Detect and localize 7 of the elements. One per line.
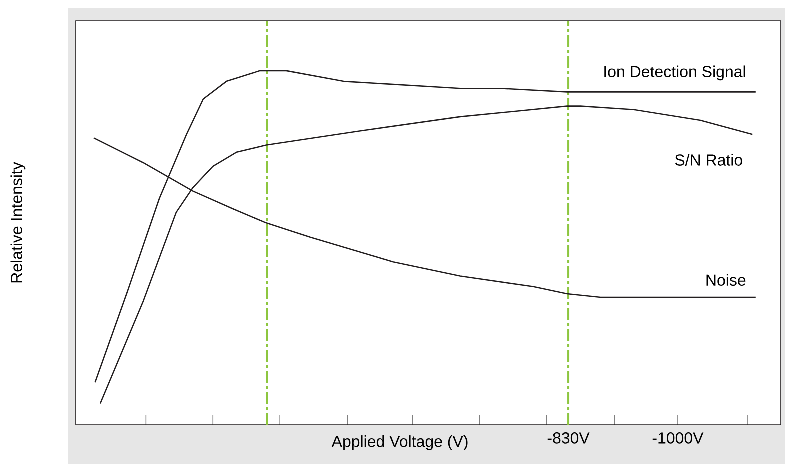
series-label: Noise — [706, 274, 746, 286]
y-axis-title: Relative Intensity — [10, 162, 26, 283]
x-tick-label: -830V — [548, 432, 590, 444]
x-axis-title: Applied Voltage (V) — [332, 436, 468, 450]
x-tick-label: -1000V — [652, 432, 704, 444]
series-label: S/N Ratio — [675, 154, 742, 166]
series-label: Ion Detection Signal — [604, 66, 746, 81]
